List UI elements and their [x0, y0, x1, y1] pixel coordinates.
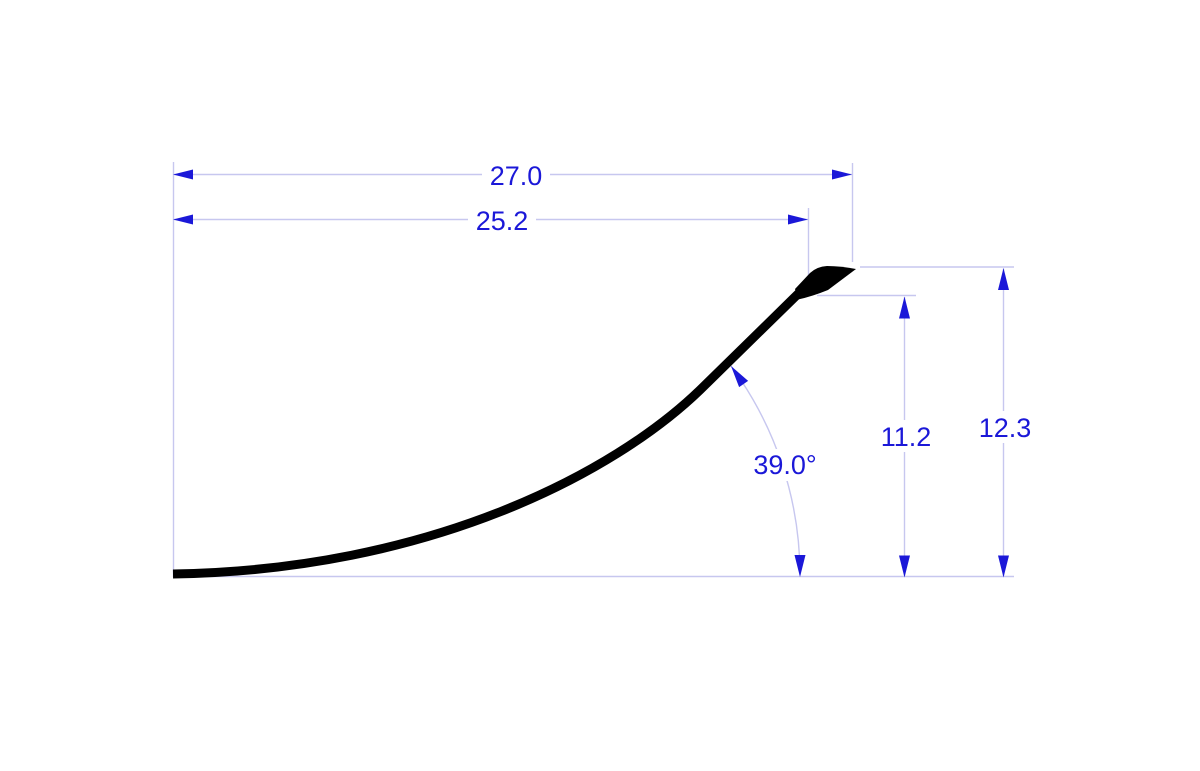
- dim-label-tip-height: 12.3: [979, 413, 1032, 443]
- dimension-arrowheads: [173, 169, 1009, 578]
- dimension-labels: 27.0 25.2 39.0° 11.2 12.3: [476, 161, 1032, 480]
- dim-label-overall-width: 27.0: [490, 161, 543, 191]
- arrowhead-lip-bottom: [899, 555, 910, 578]
- ramp-lip-tip: [795, 266, 856, 300]
- extension-lines: [172, 162, 1014, 578]
- mask-takeoff-angle: [747, 449, 823, 481]
- label-masks: [468, 159, 1035, 481]
- ramp-profile-curve: [172, 288, 804, 579]
- dim-label-curve-width: 25.2: [476, 206, 529, 236]
- dim-label-lip-height: 11.2: [881, 422, 932, 452]
- arrowhead-angle-bottom: [794, 555, 806, 577]
- arrowhead-curve-right: [788, 214, 808, 225]
- arrowhead-tip-top: [998, 268, 1009, 290]
- mask-curve-width: [468, 204, 536, 235]
- arrowhead-overall-left: [173, 169, 193, 180]
- mask-overall-width: [482, 159, 550, 190]
- mask-lip-height: [876, 420, 936, 452]
- dim-label-takeoff-angle: 39.0°: [753, 450, 816, 480]
- mask-tip-height: [975, 411, 1035, 443]
- arrowhead-curve-left: [173, 214, 193, 225]
- dimension-lines: [173, 173, 1005, 576]
- arrowhead-angle-top: [731, 366, 749, 388]
- arrowhead-tip-bottom: [998, 555, 1009, 578]
- arrowhead-lip-top: [899, 296, 910, 319]
- ramp-profile: [172, 266, 856, 579]
- arrowhead-overall-right: [832, 169, 852, 180]
